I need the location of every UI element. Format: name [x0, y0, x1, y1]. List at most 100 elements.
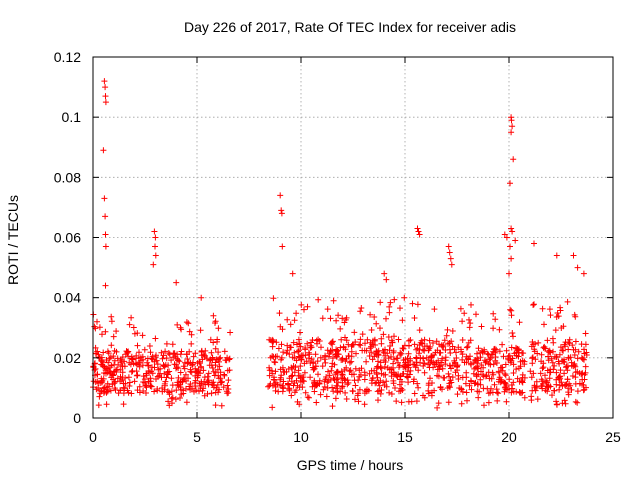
data-point [547, 312, 554, 319]
data-point [312, 351, 319, 358]
data-point [227, 329, 234, 336]
data-point [560, 347, 567, 354]
data-point [413, 346, 420, 353]
data-point [198, 294, 205, 301]
data-point [437, 384, 444, 390]
data-point [521, 361, 528, 368]
data-point [124, 350, 131, 356]
data-point [472, 364, 479, 371]
data-point [153, 357, 160, 364]
data-point [551, 387, 558, 394]
data-point [327, 347, 334, 354]
data-point [172, 353, 179, 360]
data-point [416, 327, 423, 334]
data-point [445, 370, 452, 377]
data-point [92, 379, 99, 385]
data-point [448, 365, 454, 372]
data-point [383, 378, 390, 385]
data-point [508, 307, 515, 314]
data-point [529, 354, 536, 361]
data-point [147, 375, 154, 382]
data-point [334, 347, 341, 354]
data-point [136, 363, 143, 370]
data-point [383, 315, 389, 322]
data-point [226, 355, 233, 362]
data-point [342, 358, 349, 365]
data-point [382, 371, 389, 378]
data-point [414, 345, 421, 352]
data-point [435, 400, 442, 407]
data-point [102, 93, 109, 100]
data-point [140, 373, 147, 380]
data-point [463, 369, 470, 376]
data-point [415, 228, 422, 235]
data-point [152, 243, 158, 250]
data-point [311, 377, 318, 384]
data-point [544, 388, 551, 395]
data-point [288, 392, 295, 399]
data-point [385, 355, 392, 362]
data-point [222, 357, 229, 364]
data-point [542, 372, 548, 379]
data-point [449, 328, 456, 334]
data-point [329, 403, 336, 410]
data-point [299, 352, 306, 359]
data-point [490, 325, 497, 332]
data-point [159, 355, 166, 362]
data-point [468, 301, 474, 308]
data-point [578, 341, 585, 348]
data-point [134, 387, 141, 394]
data-point [553, 314, 560, 320]
data-point [375, 358, 381, 365]
data-point [183, 319, 190, 326]
data-point [373, 379, 380, 386]
data-point [509, 228, 516, 235]
data-point [397, 349, 404, 356]
data-point [530, 370, 537, 377]
data-point [318, 344, 324, 351]
data-point [434, 366, 441, 373]
data-point [393, 355, 400, 362]
data-point [381, 270, 388, 277]
data-point [295, 348, 301, 355]
data-point [507, 243, 513, 250]
data-point [580, 387, 587, 394]
data-point [383, 276, 390, 283]
data-point [194, 374, 201, 381]
data-point [206, 362, 213, 369]
data-point [494, 397, 501, 404]
data-point [295, 336, 302, 343]
data-point [358, 305, 365, 311]
data-point [141, 376, 148, 383]
data-point [154, 361, 161, 368]
data-point [158, 349, 165, 356]
data-point [155, 366, 162, 373]
data-point [351, 329, 358, 336]
data-point [475, 345, 482, 352]
data-point [180, 390, 187, 397]
data-point [136, 355, 142, 362]
data-point [386, 389, 393, 396]
data-point [447, 362, 454, 369]
data-point [296, 401, 303, 408]
data-point [106, 355, 113, 362]
data-point [278, 210, 285, 217]
data-point [145, 362, 152, 369]
data-point [373, 371, 380, 378]
data-point [495, 390, 502, 397]
data-point [177, 351, 184, 358]
data-point [356, 341, 363, 348]
data-point [302, 346, 309, 353]
data-point [472, 357, 479, 364]
data-point [96, 393, 103, 400]
data-point [159, 385, 166, 391]
data-point [565, 355, 572, 362]
data-point [493, 386, 500, 393]
data-point [391, 296, 398, 303]
data-point [352, 382, 359, 389]
data-point [130, 324, 137, 331]
data-point [176, 358, 183, 365]
data-point [444, 326, 451, 333]
data-point [269, 336, 276, 343]
data-point [210, 368, 217, 375]
